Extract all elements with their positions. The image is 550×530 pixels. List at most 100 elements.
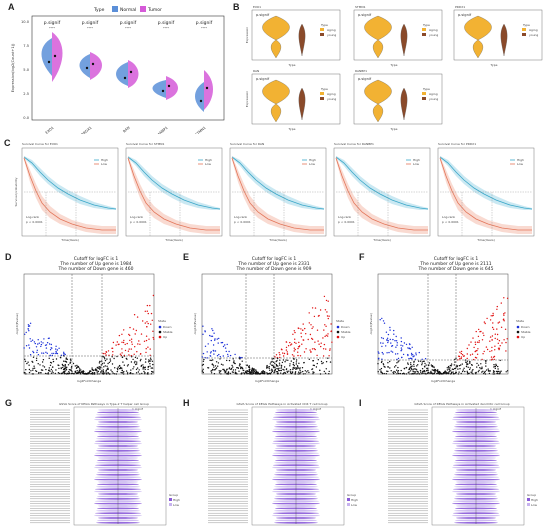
d-xlabel: log2FoldChange <box>77 379 101 383</box>
legend-normal-swatch <box>112 6 118 12</box>
panel-label-a: A <box>8 2 15 12</box>
km-legend-high: High <box>413 158 420 162</box>
km-pvalue: p < 0.0001 <box>26 220 43 224</box>
km-logrank: Log-rank <box>442 215 455 219</box>
sig-stars: **** <box>125 26 132 30</box>
km-logrank: Log-rank <box>338 215 351 219</box>
sig-label: p.signif <box>44 20 61 26</box>
gene-label: RANBP1 <box>155 126 169 134</box>
gene-label: PRDX1 <box>81 126 93 134</box>
violin-exo1: p.signif **** <box>41 20 63 82</box>
e-legend-stable: Stable <box>341 330 351 334</box>
b-sig: p.signif <box>358 13 372 17</box>
ytick: 5.0 <box>23 68 29 72</box>
km-title: Survival Curve for RAN <box>230 142 264 146</box>
f-legend-title: State <box>516 319 524 323</box>
panel-b-violins: EXO1 p.signif Type Aging young Type Expr… <box>245 5 543 131</box>
e-line3: The number of Down gene is 909 <box>235 266 311 272</box>
e-xlabel: log2FoldChange <box>255 379 279 383</box>
panel-label-h: H <box>183 398 190 408</box>
b-legend-aging: Aging <box>529 28 538 32</box>
e-line2: The number of Up gene is 2331 <box>237 261 309 267</box>
panel-label-e: E <box>183 252 190 262</box>
b-xlabel: Type <box>288 63 296 67</box>
km-xlabel: Time(Years) <box>372 238 391 242</box>
e-legend-up: Up <box>341 335 345 339</box>
sig-label: p.signif <box>196 20 213 26</box>
panel-c-survival: Survival Curve for EXO1 High Low Log-ran… <box>14 142 535 242</box>
panel-g-gsva: GSVA Score of KEGG Pathways in Type-2 T … <box>30 402 180 526</box>
b-title: STMN1 <box>355 5 366 9</box>
d-line3: The number of Down gene is 460 <box>57 266 133 272</box>
e-points <box>201 295 333 375</box>
d-legend-up: Up <box>163 335 167 339</box>
g-legend-title: Group <box>169 493 178 497</box>
sig-label: p.signif <box>82 20 99 26</box>
panel-a-legend-title: Type <box>93 7 105 13</box>
h-sig: p.signif <box>310 407 322 411</box>
panel-a-ylabel: Expression(log2(Count+1)) <box>11 43 15 92</box>
km-title: Survival Curve for STMN1 <box>126 142 165 146</box>
g-legend-low: Low <box>173 503 179 507</box>
b-title: PRDX1 <box>455 5 465 9</box>
i-title: GSVA Score of KEGG Pathways in Activated… <box>414 402 509 406</box>
b-legend-title: Type <box>320 23 328 27</box>
b-xlabel: Type <box>390 127 398 131</box>
b-ylabel: Expression <box>245 27 249 43</box>
km-xlabel: Time(Years) <box>60 238 79 242</box>
panel-a-split-violin: Type Normal Tumor Expression(log2(Count+… <box>11 6 225 134</box>
sig-stars: **** <box>163 26 170 30</box>
g-sig: p.signif <box>132 407 144 411</box>
panel-label-c: C <box>4 138 11 148</box>
d-points <box>23 294 155 375</box>
b-legend-young: young <box>429 97 438 101</box>
b-legend-aging: Aging <box>327 28 336 32</box>
km-xlabel: Time(Years) <box>268 238 287 242</box>
b-legend-title: Type <box>422 23 430 27</box>
km-logrank: Log-rank <box>26 215 39 219</box>
km-pvalue: p < 0.0001 <box>130 220 147 224</box>
km-plot-5: Survival Curve for PRDX1 High Low Log-ra… <box>437 142 535 242</box>
g-legend-high: High <box>173 498 180 502</box>
b-title: EXO1 <box>253 5 261 9</box>
e-legend-down: Down <box>341 325 350 329</box>
d-legend-stable: Stable <box>163 330 173 334</box>
b-legend-young: young <box>429 33 438 37</box>
d-legend-title: State <box>158 319 166 323</box>
i-legend-high: High <box>531 498 538 502</box>
f-points <box>377 297 509 375</box>
panel-label-g: G <box>5 398 13 408</box>
ytick: 0.0 <box>23 116 29 120</box>
b-sig: p.signif <box>256 13 270 17</box>
b-sig: p.signif <box>358 77 372 81</box>
km-legend-low: Low <box>309 162 315 166</box>
panel-e-volcano: Cutoff for logFC is 1 The number of Up g… <box>193 256 351 383</box>
km-title: Survival Curve for EXO1 <box>22 142 58 146</box>
b-plot-4: RAN p.signif Type Aging young Type Expre… <box>245 69 341 131</box>
km-plot-4: Survival Curve for RANBP1 High Low Log-r… <box>333 142 431 242</box>
ytick: 2.5 <box>23 92 29 96</box>
b-xlabel: Type <box>490 63 498 67</box>
b-legend-title: Type <box>320 87 328 91</box>
km-xlabel: Time(Years) <box>476 238 495 242</box>
km-legend-low: Low <box>205 162 211 166</box>
b-legend-aging: Aging <box>429 28 438 32</box>
f-legend-stable: Stable <box>521 330 531 334</box>
d-line2: The number of Up gene is 1984 <box>59 261 131 267</box>
gene-label: STMN1 <box>194 126 206 134</box>
km-pvalue: p < 0.0001 <box>442 220 459 224</box>
b-legend-title: Type <box>422 87 430 91</box>
km-plot-2: Survival Curve for STMN1 High Low Log-ra… <box>125 142 223 242</box>
km-plot-3: Survival Curve for RAN High Low Log-rank… <box>229 142 327 242</box>
g-title: GSVA Score of KEGG Pathways in Type-2 T … <box>59 402 149 406</box>
violin-stmn1: p.signif **** <box>195 20 213 112</box>
b-legend-young: young <box>529 33 538 37</box>
b-plot-1: EXO1 p.signif Type Aging young Type Expr… <box>245 5 341 67</box>
violin-ran: p.signif **** <box>116 20 139 88</box>
e-ylabel: -log10(Pvalue) <box>193 313 197 335</box>
panel-i-gsva: GSVA Score of KEGG Pathways in Activated… <box>388 402 538 526</box>
ytick: 7.5 <box>23 44 29 48</box>
b-sig: p.signif <box>256 77 270 81</box>
b-ylabel: Expression <box>245 91 249 107</box>
d-line1: Cutoff for logFC is 1 <box>74 256 119 262</box>
